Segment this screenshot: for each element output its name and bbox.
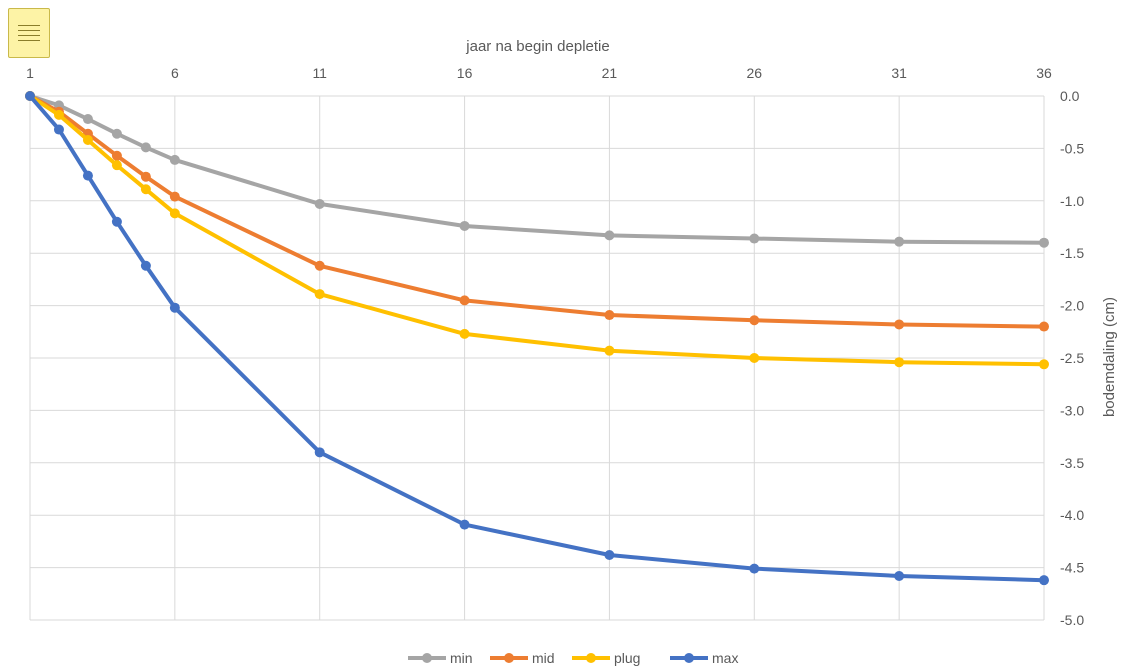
series-line-plug bbox=[28, 94, 1046, 367]
data-point-max bbox=[749, 563, 760, 574]
data-point-min bbox=[749, 233, 760, 244]
data-point-mid bbox=[1039, 321, 1049, 332]
data-point-mid bbox=[459, 295, 470, 306]
data-point-plug bbox=[749, 353, 760, 363]
x-axis-ticks: 1 6 11 16 21 26 31 36 bbox=[26, 65, 1052, 81]
y-tick-label: 0.0 bbox=[1060, 88, 1080, 104]
data-point-max bbox=[111, 216, 122, 227]
data-point-min bbox=[459, 220, 470, 231]
legend-marker-plug bbox=[586, 653, 596, 663]
series-line-min bbox=[28, 94, 1046, 245]
y-tick-label: -4.5 bbox=[1060, 560, 1084, 576]
data-point-max bbox=[53, 124, 64, 135]
legend-marker-max bbox=[684, 653, 694, 663]
series-max bbox=[25, 91, 1049, 586]
menu-bar-3 bbox=[18, 35, 40, 36]
data-point-plug bbox=[169, 208, 180, 219]
data-point-plug bbox=[53, 109, 64, 120]
data-point-plug bbox=[140, 184, 151, 195]
data-point-plug bbox=[314, 289, 325, 300]
data-point-plug bbox=[459, 328, 470, 339]
data-point-min bbox=[140, 142, 151, 153]
data-point-plug bbox=[82, 135, 93, 146]
x-axis-title: jaar na begin depletie bbox=[465, 38, 609, 55]
y-tick-label: -4.0 bbox=[1060, 507, 1084, 523]
data-point-mid bbox=[140, 171, 151, 182]
series-line-max bbox=[28, 94, 1046, 583]
data-point-max bbox=[140, 260, 151, 271]
x-tick-label: 26 bbox=[746, 65, 762, 81]
menu-button[interactable] bbox=[8, 8, 50, 58]
legend-label-max: max bbox=[712, 650, 738, 666]
x-tick-label: 11 bbox=[312, 65, 327, 81]
legend-label-min: min bbox=[450, 650, 473, 666]
x-tick-label: 6 bbox=[171, 65, 179, 81]
legend-label-plug: plug bbox=[614, 650, 640, 666]
data-point-min bbox=[604, 230, 615, 241]
data-point-mid bbox=[604, 310, 615, 321]
data-point-mid bbox=[169, 191, 180, 202]
data-point-max bbox=[459, 519, 470, 530]
series-min bbox=[25, 91, 1049, 248]
x-tick-label: 16 bbox=[457, 65, 473, 81]
x-tick-label: 36 bbox=[1036, 65, 1052, 81]
data-point-max bbox=[894, 570, 905, 581]
y-axis-ticks: 0.0 -0.5 -1.0 -1.5 -2.0 -2.5 -3.0 -3.5 -4.0 -4.5 -… bbox=[1060, 88, 1084, 628]
data-point-mid bbox=[111, 150, 122, 161]
data-point-max bbox=[25, 91, 35, 101]
data-point-min bbox=[314, 198, 325, 209]
data-point-mid bbox=[894, 319, 905, 330]
y-tick-label: -0.5 bbox=[1060, 140, 1084, 156]
x-tick-label: 1 bbox=[26, 65, 34, 81]
data-point-max bbox=[1039, 575, 1049, 586]
legend-label-mid: mid bbox=[532, 650, 555, 666]
series-line-mid bbox=[28, 94, 1046, 329]
data-point-min bbox=[111, 128, 122, 139]
y-tick-label: -2.0 bbox=[1060, 298, 1084, 314]
data-point-mid bbox=[749, 315, 760, 326]
y-tick-label: -3.5 bbox=[1060, 455, 1084, 471]
hamburger-menu-icon bbox=[18, 25, 40, 26]
data-point-plug bbox=[111, 160, 122, 171]
x-tick-label: 21 bbox=[602, 65, 618, 81]
data-point-plug bbox=[894, 357, 905, 368]
menu-bar-2 bbox=[18, 30, 40, 31]
series-group bbox=[25, 91, 1049, 586]
data-point-max bbox=[82, 170, 93, 181]
y-tick-label: -3.0 bbox=[1060, 402, 1084, 418]
data-point-max bbox=[169, 302, 180, 313]
legend-marker-mid bbox=[504, 653, 514, 663]
data-point-min bbox=[1039, 237, 1049, 248]
y-tick-label: -2.5 bbox=[1060, 350, 1084, 366]
data-point-mid bbox=[314, 260, 325, 271]
y-tick-label: -1.5 bbox=[1060, 245, 1084, 261]
y-tick-label: -1.0 bbox=[1060, 193, 1084, 209]
grid bbox=[29, 95, 1045, 621]
data-point-min bbox=[82, 114, 93, 125]
x-tick-label: 31 bbox=[891, 65, 907, 81]
y-tick-label: -5.0 bbox=[1060, 612, 1084, 628]
data-point-max bbox=[314, 447, 325, 458]
y-axis-title: bodemdaling (cm) bbox=[1101, 297, 1118, 417]
data-point-min bbox=[894, 236, 905, 247]
menu-bar-4 bbox=[18, 40, 40, 41]
data-point-min bbox=[169, 154, 180, 165]
data-point-plug bbox=[1039, 359, 1049, 370]
data-point-plug bbox=[604, 345, 615, 356]
data-point-max bbox=[604, 550, 615, 561]
legend: min mid plug max bbox=[408, 650, 738, 666]
legend-marker-min bbox=[422, 653, 432, 663]
